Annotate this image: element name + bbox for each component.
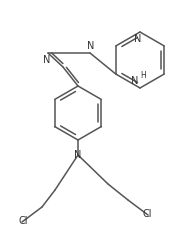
Text: N: N [74,150,82,160]
Text: H: H [140,71,146,80]
Text: N: N [87,41,95,51]
Text: N: N [43,55,51,65]
Text: N: N [134,34,142,44]
Text: Cl: Cl [18,216,28,226]
Text: Cl: Cl [142,209,152,219]
Text: N: N [131,76,139,86]
